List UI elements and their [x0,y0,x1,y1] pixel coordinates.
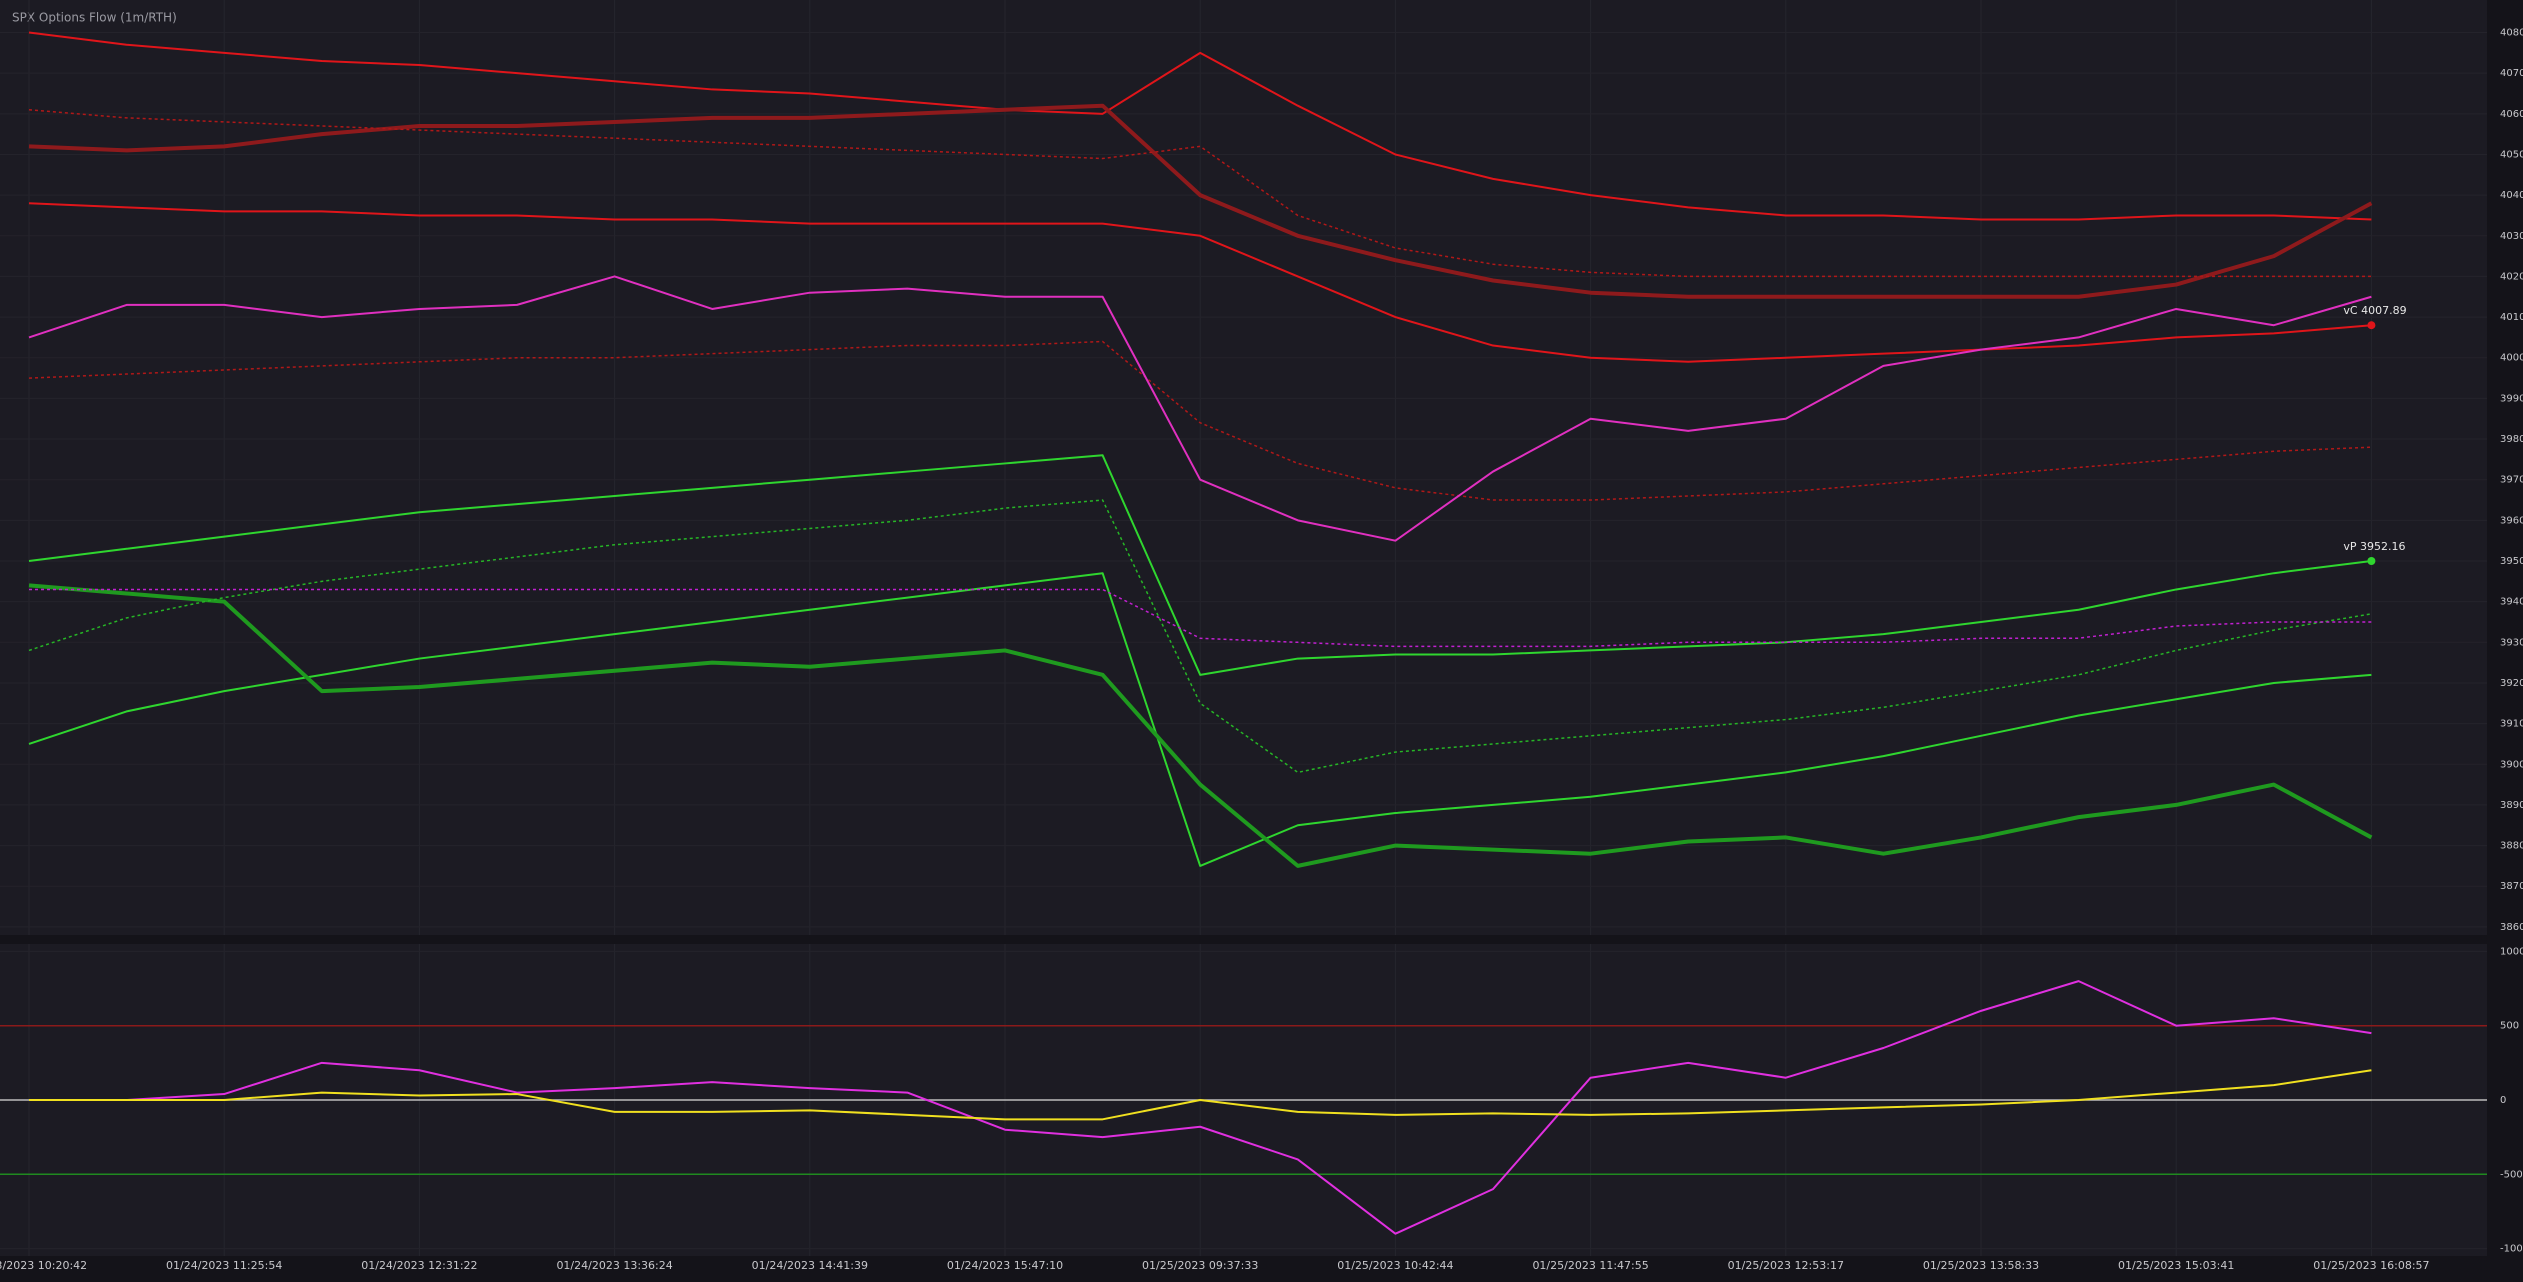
x-tick-label: 01/24/2023 15:47:10 [947,1259,1063,1272]
y-tick-label: 500 [2500,1021,2519,1032]
y-tick-label: 4000 [2500,353,2523,364]
x-tick-label: 01/25/2023 15:03:41 [2118,1259,2234,1272]
y-tick-label: 3940 [2500,597,2523,608]
y-tick-label: 4050 [2500,149,2523,160]
chart-title: SPX Options Flow (1m/RTH) [12,11,177,25]
x-tick-label: 01/25/2023 09:37:33 [1142,1259,1258,1272]
series-line [28,454,2372,676]
x-tick-label: 01/25/2023 12:53:17 [1728,1259,1844,1272]
series-line [28,31,2372,221]
end-label: vC 4007.89 [2343,304,2406,317]
x-tick-label: 01/25/2023 16:08:57 [2313,1259,2429,1272]
y-tick-label: 4010 [2500,312,2523,323]
y-tick-label: 3900 [2500,759,2523,770]
y-tick-label: 3930 [2500,637,2523,648]
x-tick-label: 01/24/2023 13:36:24 [556,1259,672,1272]
y-tick-label: 3910 [2500,719,2523,730]
series-line [28,583,2373,868]
x-tick-label: 01/25/2023 10:42:44 [1337,1259,1453,1272]
end-marker [2367,321,2376,330]
series-line [29,980,2372,1235]
y-tick-label: 3980 [2500,434,2523,445]
x-tick-label: 01/24/2023 11:25:54 [166,1259,282,1272]
y-tick-label: 3950 [2500,556,2523,567]
series-line [29,588,2372,648]
series-line [28,275,2372,542]
y-tick-label: 3990 [2500,393,2523,404]
y-tick-label: 3860 [2500,922,2523,933]
y-tick-label: 3960 [2500,515,2523,526]
y-tick-label: -1000 [2500,1244,2523,1255]
series-line [28,572,2372,867]
x-tick-label: 01/23/2023 10:20:42 [0,1259,87,1272]
series-line [28,340,2372,501]
x-tick-label: 01/25/2023 11:47:55 [1532,1259,1648,1272]
y-tick-label: -500 [2500,1169,2523,1180]
series-line [28,499,2372,774]
y-tick-label: 3920 [2500,678,2523,689]
y-tick-label: 3970 [2500,475,2523,486]
y-tick-label: 4070 [2500,68,2523,79]
y-tick-label: 4020 [2500,271,2523,282]
y-tick-label: 0 [2500,1095,2506,1106]
x-tick-label: 01/24/2023 14:41:39 [752,1259,868,1272]
y-tick-label: 3890 [2500,800,2523,811]
series-line [29,1069,2372,1121]
series-line [28,109,2372,278]
y-tick-label: 4030 [2500,231,2523,242]
end-marker [2367,557,2376,565]
y-tick-label: 4080 [2500,28,2523,39]
y-tick-label: 3870 [2500,881,2523,892]
x-tick-label: 01/24/2023 12:31:22 [361,1259,477,1272]
top-panel [0,0,2487,935]
y-tick-label: 3880 [2500,841,2523,852]
end-label: vP 3952.16 [2343,540,2405,553]
y-tick-label: 1000 [2500,946,2523,957]
series-line [28,103,2373,299]
y-tick-label: 4060 [2500,109,2523,120]
x-tick-label: 01/25/2023 13:58:33 [1923,1259,2039,1272]
y-tick-label: 4040 [2500,190,2523,201]
